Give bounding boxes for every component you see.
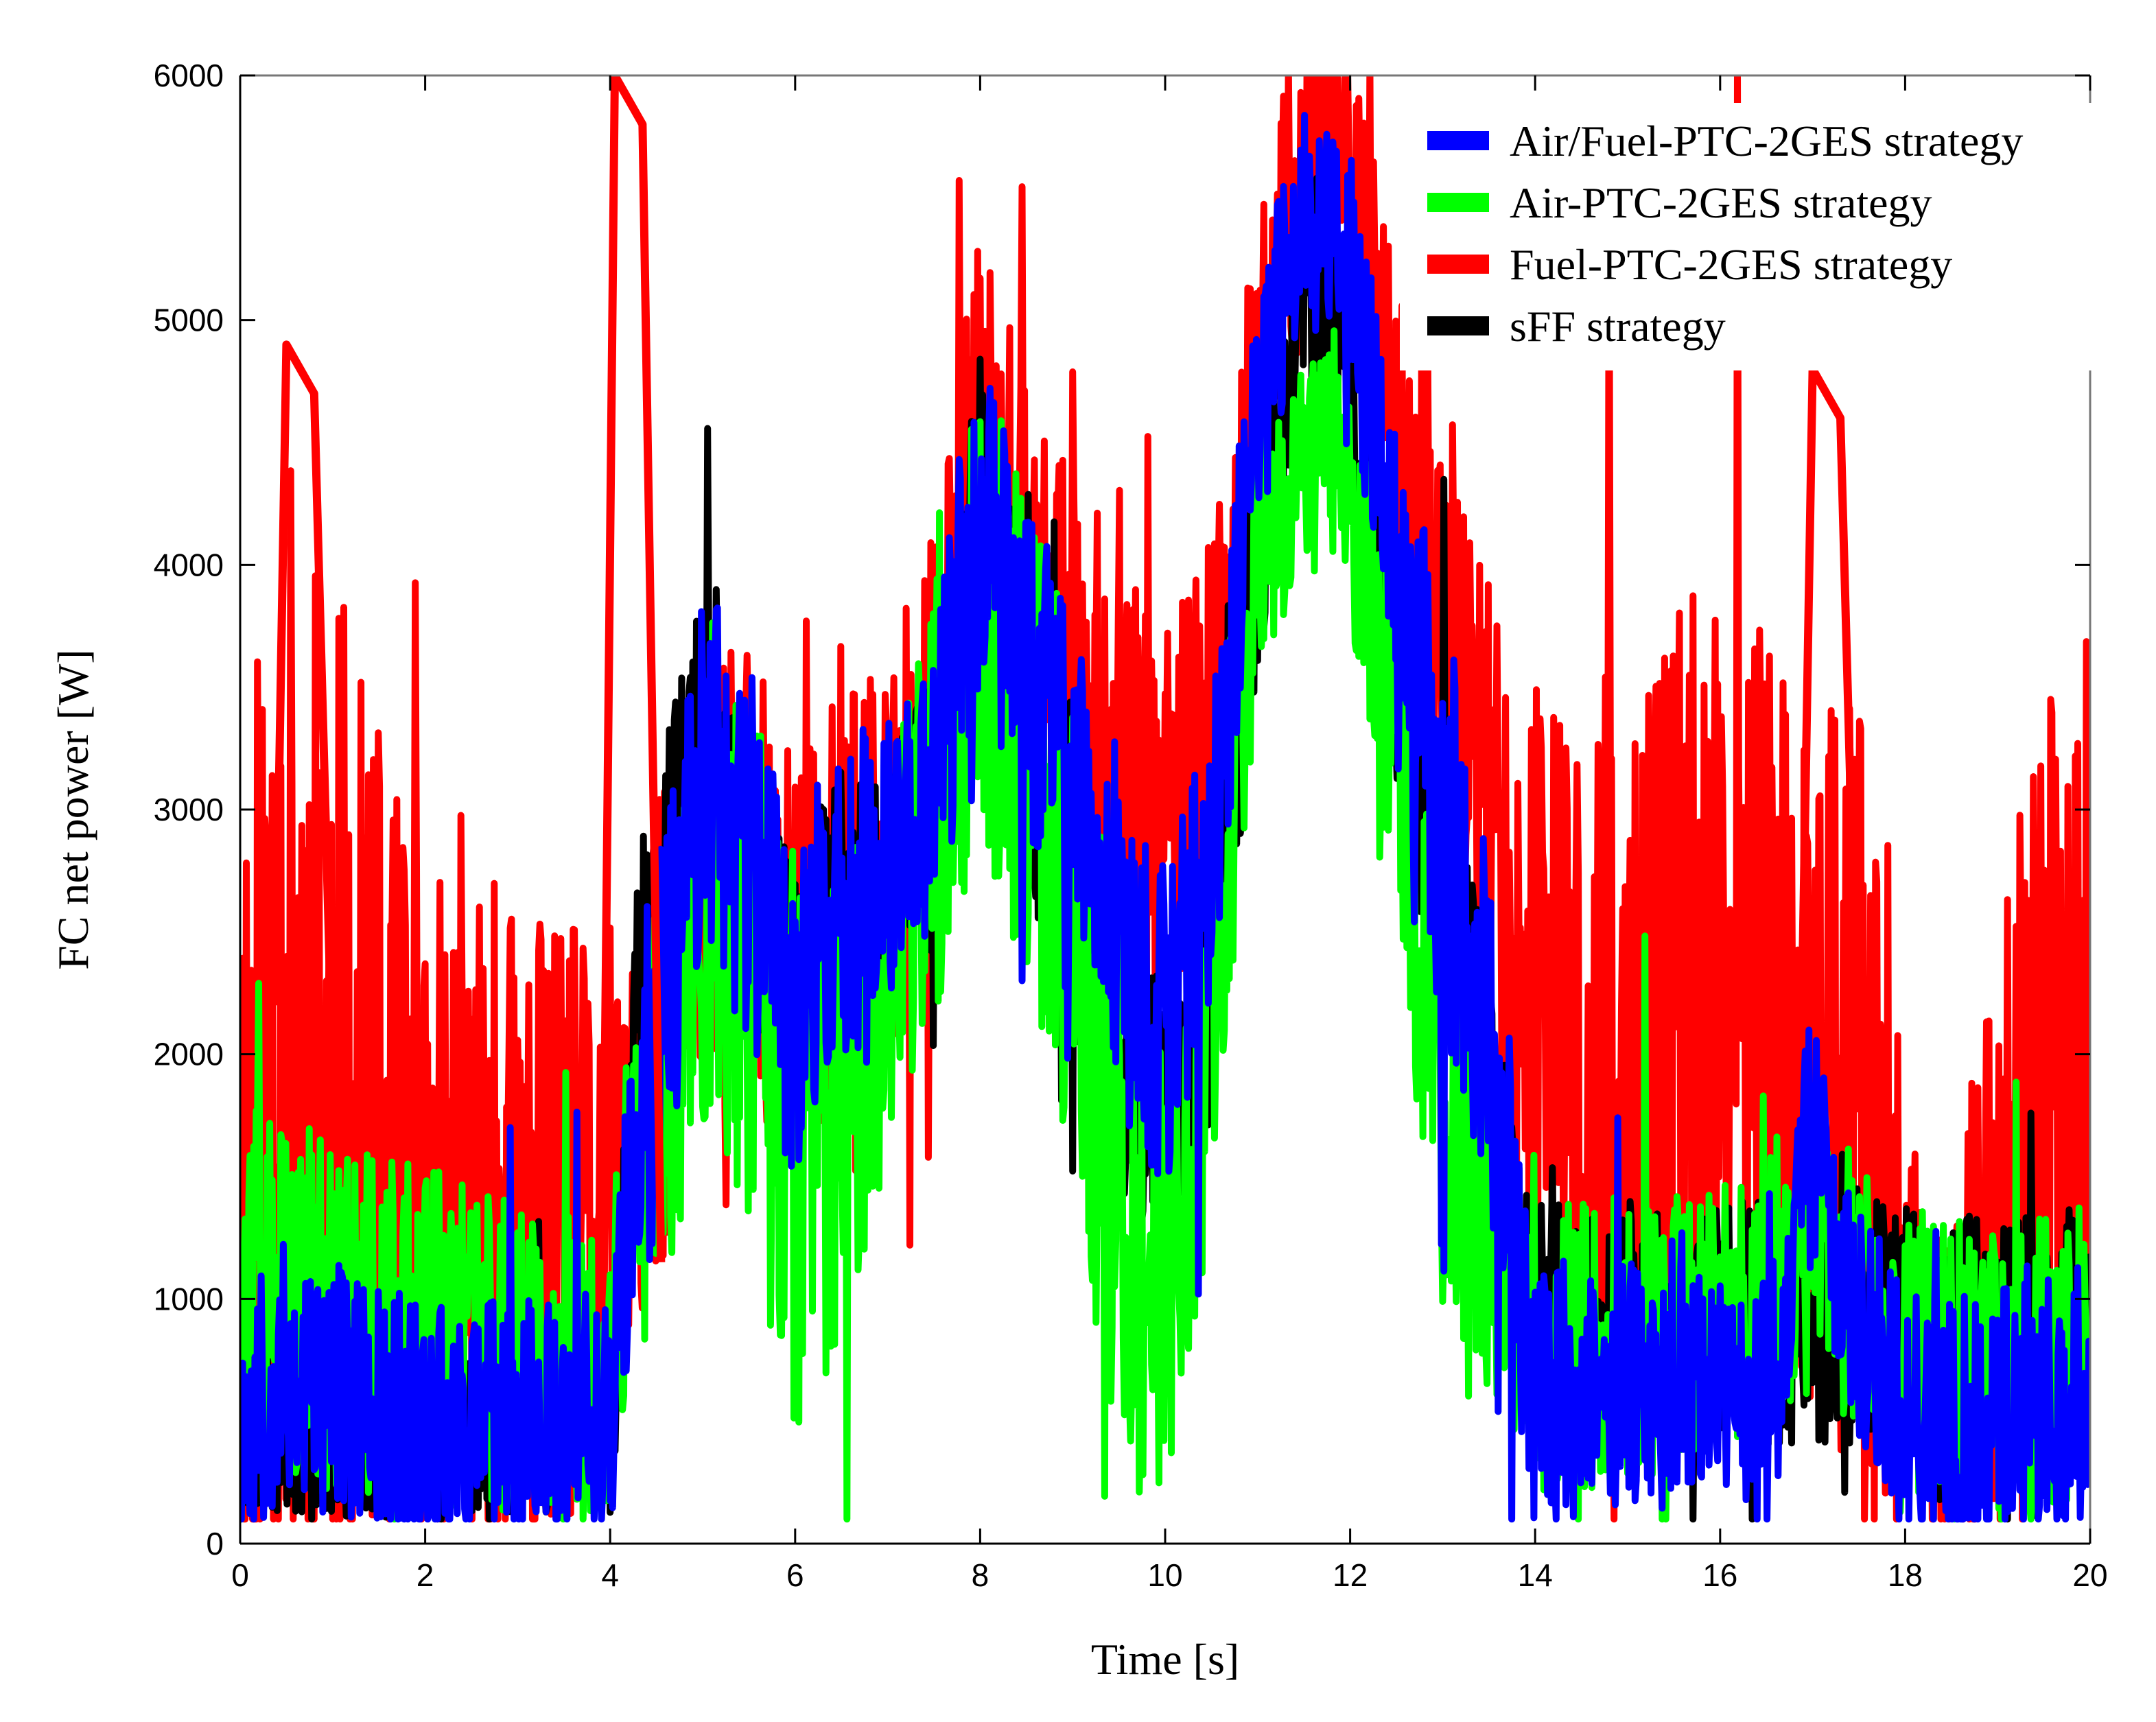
- y-tick-label: 6000: [154, 58, 224, 93]
- x-tick-label: 4: [601, 1557, 619, 1593]
- series-peak-0: [599, 75, 666, 1262]
- series-peak-1: [271, 340, 337, 1079]
- y-axis-title: FC net power [W]: [49, 649, 97, 969]
- x-tick-label: 18: [1888, 1557, 1923, 1593]
- x-tick-label: 14: [1518, 1557, 1553, 1593]
- y-tick-label: 5000: [154, 303, 224, 338]
- series-line-0: [240, 75, 2090, 1523]
- series-layer: [240, 75, 2090, 1523]
- y-tick-label: 3000: [154, 792, 224, 827]
- legend-label: sFF strategy: [1510, 302, 1726, 351]
- x-axis-title: Time [s]: [1091, 1635, 1239, 1684]
- x-tick-label: 8: [972, 1557, 989, 1593]
- legend-label: Fuel-PTC-2GES strategy: [1510, 240, 1952, 289]
- y-tick-label: 2000: [154, 1037, 224, 1072]
- x-tick-label: 6: [786, 1557, 804, 1593]
- legend-label: Air/Fuel-PTC-2GES strategy: [1510, 117, 2023, 165]
- y-tick-label: 0: [206, 1526, 224, 1561]
- y-tick-label: 4000: [154, 547, 224, 582]
- series-line-3: [240, 112, 2090, 1523]
- x-tick-label: 12: [1333, 1557, 1368, 1593]
- legend-background: [1400, 103, 2141, 370]
- x-tick-label: 16: [1702, 1557, 1737, 1593]
- tick-labels: 0 2 4 6 8 10 12 14 16 18 20 0 1000 2000 3000 4000 5000 60…: [154, 58, 2108, 1593]
- x-tick-label: 10: [1147, 1557, 1182, 1593]
- x-tick-label: 20: [2072, 1557, 2107, 1593]
- legend: Air/Fuel-PTC-2GES strategy Air-PTC-2GES s…: [1400, 103, 2141, 370]
- legend-label: Air-PTC-2GES strategy: [1510, 178, 1932, 227]
- x-tick-label: 2: [417, 1557, 434, 1593]
- y-tick-label: 1000: [154, 1281, 224, 1317]
- series-peak-2: [1797, 365, 1863, 1104]
- x-tick-label: 0: [231, 1557, 249, 1593]
